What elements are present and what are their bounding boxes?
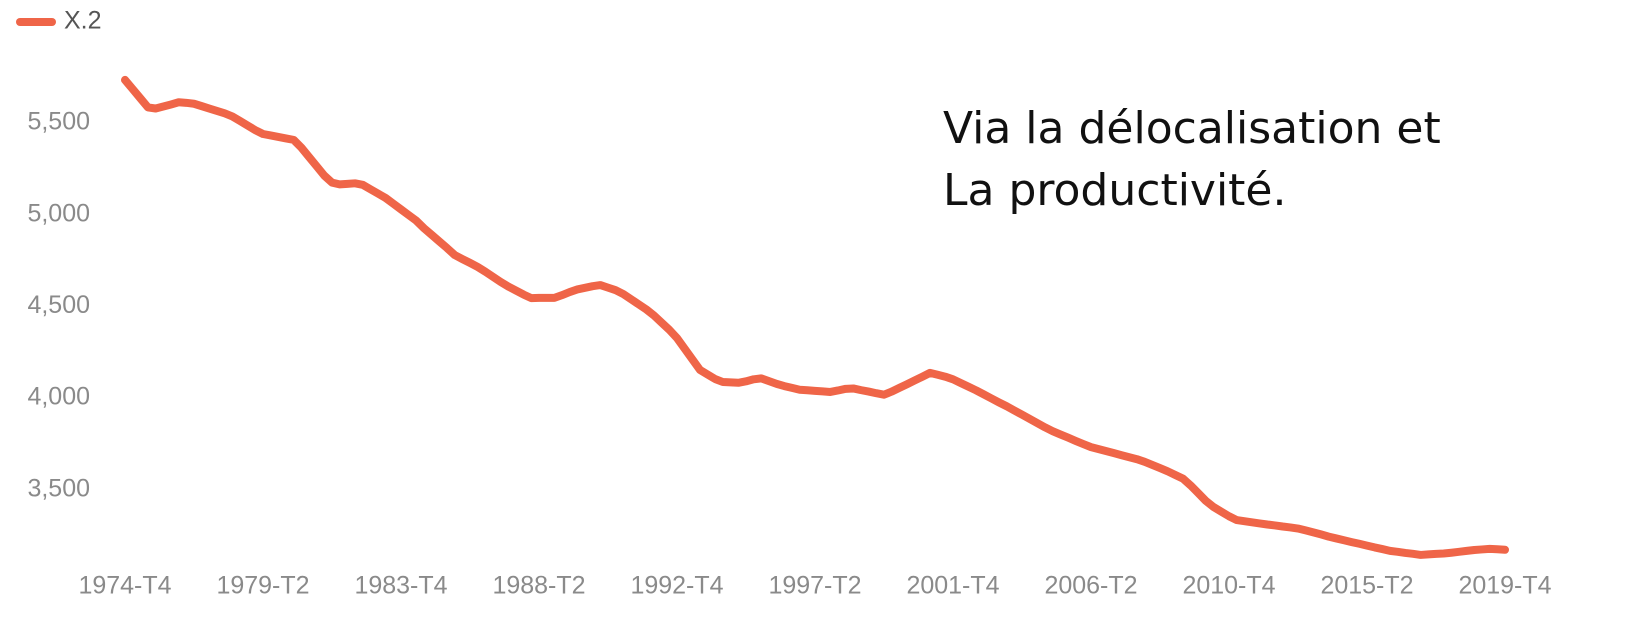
x-tick-label: 1992-T4 [630, 572, 723, 600]
x-tick-label: 2006-T2 [1044, 572, 1137, 600]
y-tick-label: 5,500 [27, 108, 90, 136]
x-tick-label: 1988-T2 [492, 572, 585, 600]
annotation: La productivité. [943, 165, 1287, 216]
legend-label: X.2 [64, 7, 102, 35]
y-tick-label: 5,000 [27, 199, 90, 227]
y-tick-label: 3,500 [27, 474, 90, 502]
x-tick-label: 2010-T4 [1182, 572, 1275, 600]
x-tick-label: 1997-T2 [768, 572, 861, 600]
annotation: Via la délocalisation et [943, 103, 1441, 154]
y-tick-label: 4,000 [27, 383, 90, 411]
x-tick-label: 2019-T4 [1458, 572, 1551, 600]
x-tick-label: 2001-T4 [906, 572, 999, 600]
y-tick-label: 4,500 [27, 291, 90, 319]
series-line [121, 75, 1509, 559]
x-tick-label: 2015-T2 [1320, 572, 1413, 600]
x-tick-label: 1983-T4 [354, 572, 447, 600]
x-tick-label: 1974-T4 [78, 572, 171, 600]
x-tick-label: 1979-T2 [216, 572, 309, 600]
